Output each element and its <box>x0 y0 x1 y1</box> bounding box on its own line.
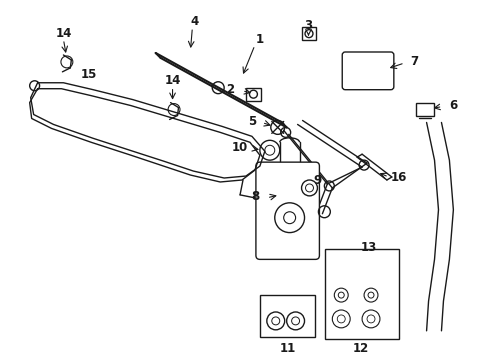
Text: 16: 16 <box>390 171 406 184</box>
FancyBboxPatch shape <box>301 27 316 40</box>
Text: 10: 10 <box>231 141 247 154</box>
Text: 15: 15 <box>81 68 97 81</box>
Text: 13: 13 <box>360 241 376 254</box>
Text: 1: 1 <box>255 33 264 46</box>
Text: 6: 6 <box>448 99 457 112</box>
Text: 12: 12 <box>352 342 368 355</box>
Text: 3: 3 <box>304 19 312 32</box>
Text: 2: 2 <box>225 83 234 96</box>
Text: 5: 5 <box>247 115 256 128</box>
Text: 8: 8 <box>250 190 259 203</box>
FancyBboxPatch shape <box>415 103 433 116</box>
FancyBboxPatch shape <box>255 162 319 260</box>
Text: 14: 14 <box>55 27 71 40</box>
FancyBboxPatch shape <box>342 52 393 90</box>
Bar <box>259 295 315 337</box>
Text: 9: 9 <box>313 174 321 186</box>
Text: 14: 14 <box>164 74 181 87</box>
Text: 11: 11 <box>279 342 295 355</box>
Text: 4: 4 <box>190 15 198 28</box>
FancyBboxPatch shape <box>245 88 260 100</box>
Bar <box>325 249 398 339</box>
Text: 7: 7 <box>410 55 418 68</box>
